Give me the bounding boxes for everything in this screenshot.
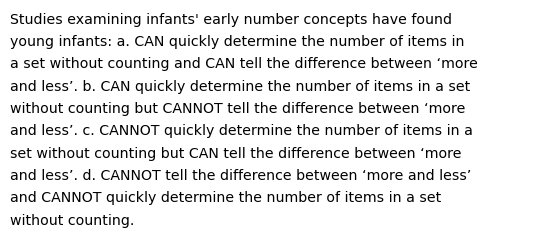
Text: and less’. b. CAN quickly determine the number of items in a set: and less’. b. CAN quickly determine the … — [10, 79, 470, 93]
Text: and less’. d. CANNOT tell the difference between ‘more and less’: and less’. d. CANNOT tell the difference… — [10, 168, 472, 182]
Text: young infants: a. CAN quickly determine the number of items in: young infants: a. CAN quickly determine … — [10, 35, 465, 49]
Text: and CANNOT quickly determine the number of items in a set: and CANNOT quickly determine the number … — [10, 190, 441, 204]
Text: Studies examining infants' early number concepts have found: Studies examining infants' early number … — [10, 12, 452, 26]
Text: and less’. c. CANNOT quickly determine the number of items in a: and less’. c. CANNOT quickly determine t… — [10, 124, 473, 138]
Text: a set without counting and CAN tell the difference between ‘more: a set without counting and CAN tell the … — [10, 57, 478, 71]
Text: without counting but CANNOT tell the difference between ‘more: without counting but CANNOT tell the dif… — [10, 102, 465, 116]
Text: without counting.: without counting. — [10, 213, 134, 227]
Text: set without counting but CAN tell the difference between ‘more: set without counting but CAN tell the di… — [10, 146, 461, 160]
